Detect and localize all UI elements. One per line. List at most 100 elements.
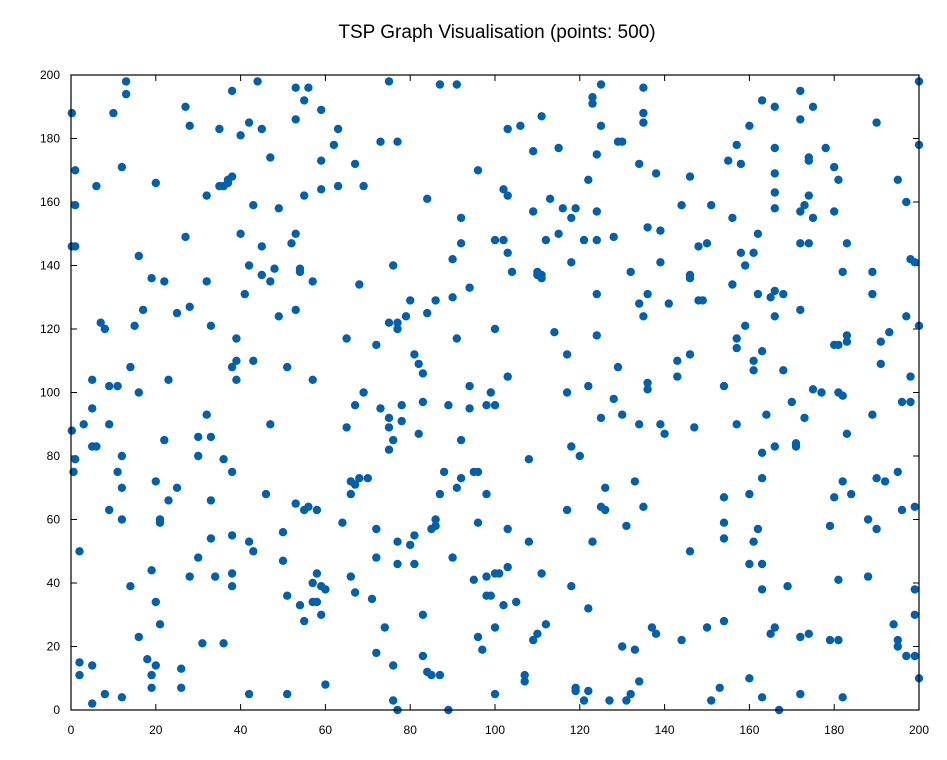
data-point — [151, 178, 160, 188]
data-point — [630, 645, 640, 654]
data-point — [147, 566, 156, 575]
data-point — [592, 289, 601, 299]
data-point — [194, 432, 203, 442]
data-point — [571, 686, 580, 696]
data-point — [902, 651, 911, 661]
data-point — [618, 642, 627, 651]
data-point — [278, 556, 288, 565]
data-point — [524, 537, 534, 546]
data-point — [389, 696, 398, 705]
data-point — [796, 86, 805, 96]
data-point — [639, 502, 648, 511]
data-point — [868, 267, 877, 277]
data-point — [872, 118, 881, 127]
data-point — [75, 658, 84, 667]
data-point — [728, 213, 737, 223]
data-point — [134, 251, 143, 261]
data-point — [567, 442, 576, 451]
data-point — [465, 283, 474, 292]
data-point — [393, 318, 402, 327]
data-point — [317, 105, 326, 115]
data-point — [317, 610, 326, 619]
data-point — [291, 83, 300, 92]
data-point — [117, 515, 127, 524]
data-point — [626, 689, 635, 699]
data-point — [342, 423, 351, 432]
data-point — [236, 229, 245, 238]
data-point — [376, 137, 385, 146]
data-point — [444, 401, 453, 410]
data-point — [588, 537, 597, 546]
data-point — [503, 248, 512, 257]
y-tick-label: 40 — [47, 576, 61, 590]
data-point — [537, 112, 546, 121]
data-point — [575, 451, 584, 461]
data-point — [227, 531, 237, 540]
data-point — [266, 277, 275, 286]
data-point — [545, 194, 555, 203]
data-point — [639, 312, 648, 321]
data-point — [639, 118, 648, 127]
data-point — [295, 267, 305, 277]
data-point — [393, 137, 402, 146]
data-point — [516, 121, 525, 130]
data-point — [745, 121, 754, 130]
data-point — [757, 474, 767, 483]
data-point — [121, 89, 131, 99]
data-point — [728, 280, 737, 289]
data-point — [808, 385, 818, 394]
data-point — [473, 518, 483, 527]
data-point — [825, 635, 835, 645]
data-point — [834, 175, 843, 184]
data-point — [227, 362, 237, 372]
data-point — [287, 239, 296, 248]
data-point — [741, 261, 750, 270]
data-point — [537, 274, 546, 283]
data-point — [384, 318, 394, 327]
data-point — [291, 499, 300, 508]
data-point — [185, 302, 194, 311]
data-point — [834, 635, 843, 645]
data-point — [96, 318, 105, 327]
y-tick-label: 80 — [47, 449, 61, 463]
data-point — [842, 239, 852, 248]
data-point — [257, 242, 266, 251]
data-point — [770, 286, 779, 296]
data-point — [270, 264, 279, 273]
data-point — [707, 201, 716, 210]
x-tick-label: 20 — [149, 723, 163, 737]
data-point — [393, 324, 402, 334]
data-point — [134, 388, 143, 397]
data-point — [906, 397, 915, 407]
data-point — [490, 401, 500, 410]
data-point — [350, 159, 360, 169]
data-point — [465, 381, 474, 391]
data-point — [685, 274, 695, 283]
data-point — [79, 420, 88, 429]
data-point — [507, 267, 517, 277]
data-point — [817, 388, 826, 397]
y-tick-label: 160 — [40, 195, 60, 209]
data-point — [389, 661, 398, 670]
data-point — [134, 632, 143, 642]
data-point — [312, 597, 322, 607]
data-point — [847, 489, 856, 499]
data-point — [825, 521, 835, 531]
data-point — [842, 331, 852, 340]
data-point — [397, 401, 406, 410]
data-point — [105, 505, 114, 515]
data-point — [732, 343, 741, 353]
data-point — [830, 207, 839, 216]
data-point — [490, 623, 500, 632]
data-point — [355, 474, 364, 483]
data-point — [113, 381, 122, 391]
data-point — [244, 689, 254, 699]
data-point — [338, 518, 347, 527]
data-point — [719, 381, 729, 391]
data-point — [808, 213, 818, 223]
data-point — [418, 397, 428, 407]
data-point — [448, 553, 457, 562]
data-point — [227, 569, 237, 578]
data-point — [647, 623, 657, 632]
data-point — [181, 102, 190, 112]
